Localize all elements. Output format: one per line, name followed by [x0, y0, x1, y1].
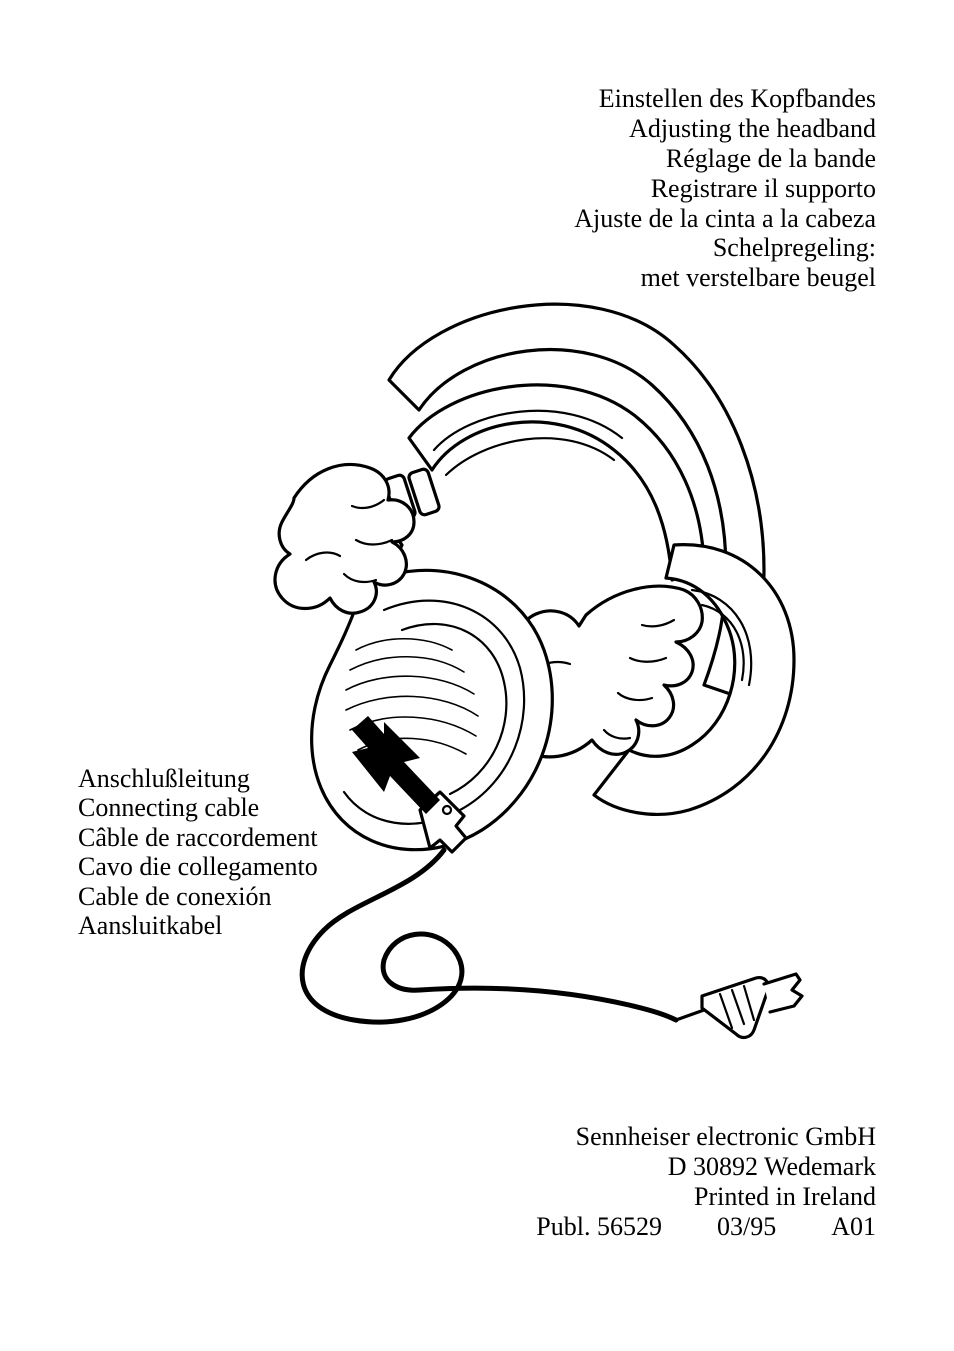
label-nl-1: Schelpregeling:: [574, 233, 876, 263]
footer-address: D 30892 Wedemark: [536, 1152, 876, 1182]
headband-adjust-labels: Einstellen des Kopfbandes Adjusting the …: [574, 84, 876, 293]
footer-printed: Printed in Ireland: [536, 1182, 876, 1212]
cable-label-fr: Câble de raccordement: [78, 823, 318, 852]
publication-footer: Sennheiser electronic GmbH D 30892 Wedem…: [536, 1122, 876, 1242]
label-en: Adjusting the headband: [574, 114, 876, 144]
label-fr: Réglage de la bande: [574, 144, 876, 174]
footer-company: Sennheiser electronic GmbH: [536, 1122, 876, 1152]
label-nl-2: met verstelbare beugel: [574, 263, 876, 293]
label-de: Einstellen des Kopfbandes: [574, 84, 876, 114]
cable-label-it: Cavo die collegamento: [78, 852, 318, 881]
cable-label-en: Connecting cable: [78, 793, 318, 822]
cable-label-es: Cable de conexión: [78, 882, 318, 911]
label-es: Ajuste de la cinta a la cabeza: [574, 204, 876, 234]
footer-publ-prefix: Publ. 56529: [536, 1212, 662, 1242]
headphone-illustration: [234, 290, 884, 1050]
footer-publ-rev: A01: [831, 1212, 876, 1242]
footer-publication: Publ. 56529 03/95 A01: [536, 1212, 876, 1242]
label-it: Registrare il supporto: [574, 174, 876, 204]
footer-publ-date: 03/95: [717, 1212, 776, 1242]
connecting-cable-labels: Anschlußleitung Connecting cable Câble d…: [78, 764, 318, 940]
cable-label-nl: Aansluitkabel: [78, 911, 318, 940]
cable-label-de: Anschlußleitung: [78, 764, 318, 793]
